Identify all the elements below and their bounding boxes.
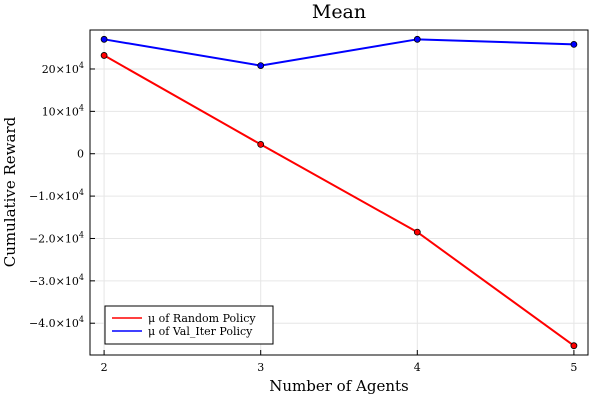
y-tick-label: −1.0×104: [29, 188, 84, 203]
data-point: [257, 62, 265, 69]
data-point: [413, 228, 421, 236]
y-tick-label: 20×104: [42, 61, 84, 76]
y-tick-label: 0: [77, 148, 84, 161]
series-0: [100, 52, 578, 350]
axis-ticks: 2 3 4 5 20×104 10×104 0 −1.0×104 −2.0×104 −3.0×10…: [29, 61, 577, 374]
y-tick-label: 10×104: [42, 103, 84, 118]
x-tick-label: 2: [101, 361, 108, 374]
y-tick-label: −3.0×104: [29, 273, 84, 288]
legend-label: μ of Val_Iter Policy: [148, 325, 253, 338]
legend-box: [104, 305, 274, 345]
series-line: [103, 54, 575, 347]
legend-label: μ of Random Policy: [148, 312, 256, 325]
plot-frame: [89, 29, 589, 356]
data-point: [100, 52, 108, 59]
x-axis-label: Number of Agents: [269, 377, 408, 395]
data-point: [257, 141, 265, 148]
y-tick-label: −2.0×104: [29, 230, 84, 245]
x-tick-label: 4: [414, 361, 421, 374]
series-1: [100, 35, 578, 69]
y-axis-label: Cumulative Reward: [1, 116, 19, 267]
y-tick-label: −4.0×104: [29, 315, 84, 330]
data-point: [413, 35, 421, 43]
series-line: [103, 38, 574, 67]
data-point: [570, 342, 578, 350]
data-point: [570, 41, 578, 48]
series: [100, 35, 578, 350]
chart-title: Mean: [312, 1, 366, 23]
x-tick-label: 3: [257, 361, 264, 374]
x-tick-label: 5: [570, 361, 577, 374]
data-point: [100, 35, 108, 43]
